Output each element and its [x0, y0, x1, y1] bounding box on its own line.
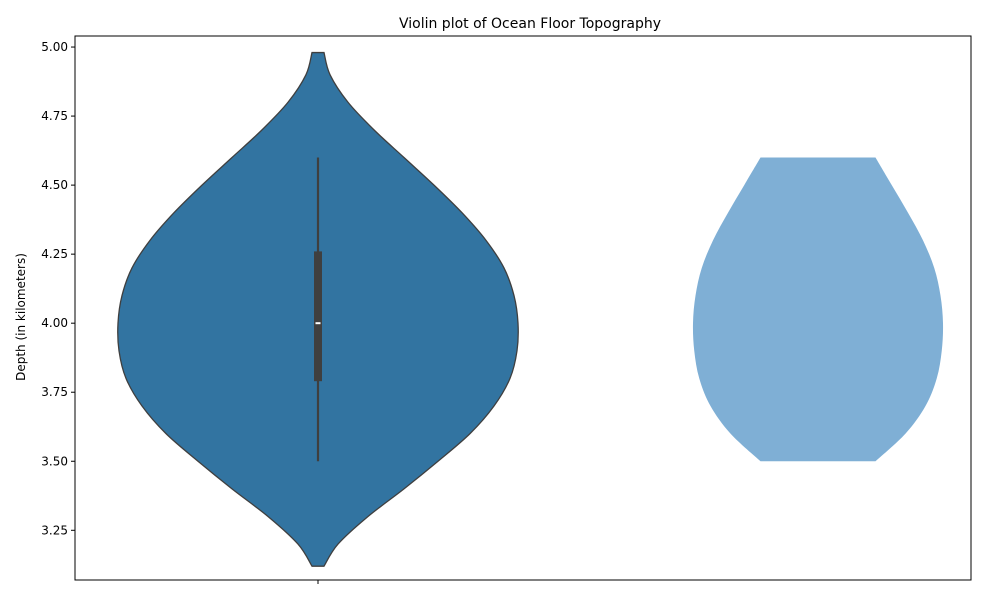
y-tick-label: 4.25	[41, 247, 68, 261]
y-axis-label: Depth (in kilometers)	[14, 253, 28, 381]
y-tick-label: 5.00	[41, 40, 68, 54]
y-tick-label: 3.25	[41, 523, 68, 537]
y-tick-label: 4.75	[41, 109, 68, 123]
y-tick-label: 4.50	[41, 178, 68, 192]
y-tick-label: 3.50	[41, 454, 68, 468]
y-tick-label: 4.00	[41, 316, 68, 330]
violins	[117, 51, 944, 567]
chart-title: Violin plot of Ocean Floor Topography	[399, 16, 661, 32]
violin-body-2	[692, 157, 944, 462]
y-tick-label: 3.75	[41, 385, 68, 399]
violin-iqr-box	[314, 251, 322, 382]
plot-frame	[74, 35, 972, 581]
y-axis-ticks: 3.25 3.50 3.75 4.00 4.25 4.50 4.75 5.00	[41, 40, 75, 537]
